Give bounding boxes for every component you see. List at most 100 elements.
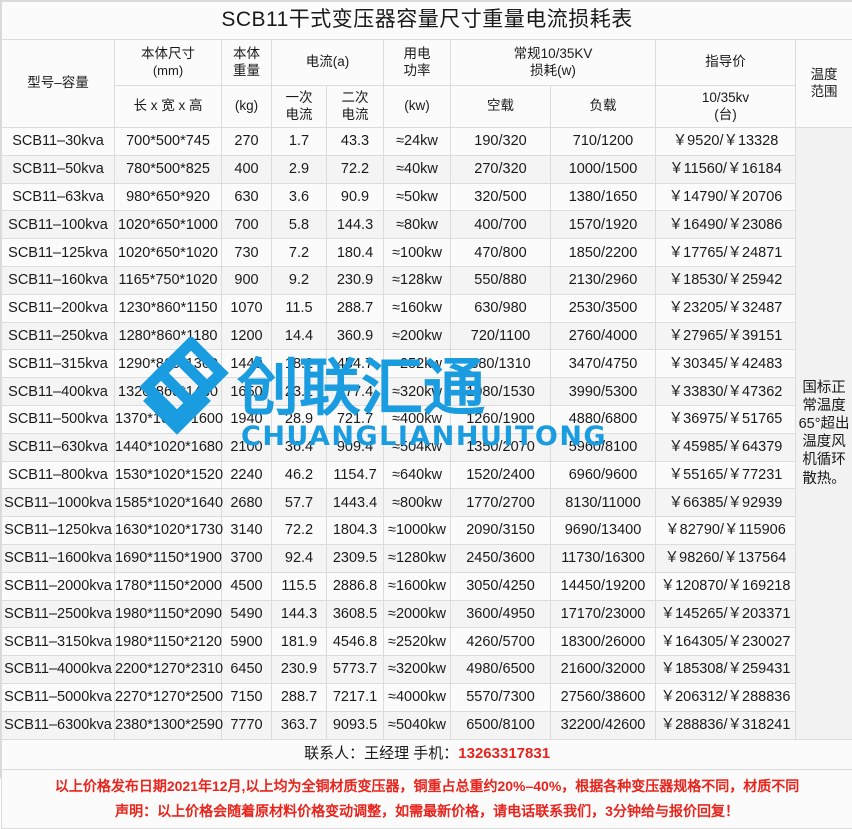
header-power-label1: 用电 xyxy=(384,46,450,63)
cell-size: 980*650*920 xyxy=(115,183,222,211)
header-weight: 本体 重量 xyxy=(222,40,272,86)
cell-size: 1290*860*1360 xyxy=(115,350,222,378)
cell-model: SCB11–800kva xyxy=(2,461,115,489)
cell-power: ≈128kw xyxy=(384,266,451,294)
header-current-secondary: 二次 电流 xyxy=(327,86,384,128)
cell-temperature-range: 国标正常温度65°超出温度风机循环散热。 xyxy=(796,128,852,740)
cell-primary-current: 3.6 xyxy=(272,183,327,211)
cell-noload-loss: 3600/4950 xyxy=(451,600,551,628)
cell-primary-current: 2.9 xyxy=(272,155,327,183)
header-current-secondary-l1: 二次 xyxy=(327,90,383,107)
cell-model: SCB11–500kva xyxy=(2,405,115,433)
cell-weight: 730 xyxy=(222,239,272,267)
cell-secondary-current: 7217.1 xyxy=(327,683,384,711)
cell-primary-current: 23.1 xyxy=(272,378,327,406)
cell-size: 1980*1150*2090 xyxy=(115,600,222,628)
cell-weight: 3700 xyxy=(222,544,272,572)
cell-primary-current: 288.7 xyxy=(272,683,327,711)
cell-weight: 7150 xyxy=(222,683,272,711)
cell-primary-current: 115.5 xyxy=(272,572,327,600)
header-model: 型号–容量 xyxy=(2,40,115,128)
header-size-sub: 长 x 宽 x 高 xyxy=(115,86,222,128)
cell-weight: 1650 xyxy=(222,378,272,406)
cell-size: 1440*1020*1680 xyxy=(115,433,222,461)
cell-power: ≈2000kw xyxy=(384,600,451,628)
cell-model: SCB11–5000kva xyxy=(2,683,115,711)
header-loss: 常规10/35KV 损耗(w) xyxy=(451,40,656,86)
cell-power: ≈80kw xyxy=(384,211,451,239)
cell-weight: 3140 xyxy=(222,517,272,545)
contact-label: 联系人：王经理 手机： xyxy=(304,745,458,762)
cell-size: 2200*1270*2310 xyxy=(115,656,222,684)
cell-size: 1980*1150*2120 xyxy=(115,628,222,656)
cell-load-loss: 2530/3500 xyxy=(551,294,656,322)
cell-model: SCB11–400kva xyxy=(2,378,115,406)
title-row: SCB11干式变压器容量尺寸重量电流损耗表 xyxy=(2,2,852,40)
cell-weight: 270 xyxy=(222,128,272,156)
note-cell: 以上价格发布日期2021年12月,以上均为全铜材质变压器，铜重占总重约20%–4… xyxy=(2,769,852,828)
header-power-sub: (kw) xyxy=(384,86,451,128)
cell-price: ￥206312/￥288836 xyxy=(656,683,796,711)
cell-price: ￥9520/￥13328 xyxy=(656,128,796,156)
header-row-top: 型号–容量 本体尺寸 (mm) 本体 重量 电流(a) 用电 功率 xyxy=(2,40,852,86)
cell-weight: 400 xyxy=(222,155,272,183)
page-title: SCB11干式变压器容量尺寸重量电流损耗表 xyxy=(2,2,852,40)
cell-noload-loss: 470/800 xyxy=(451,239,551,267)
cell-load-loss: 32200/42600 xyxy=(551,711,656,739)
header-temp-label1: 温度 xyxy=(796,67,852,84)
cell-primary-current: 72.2 xyxy=(272,517,327,545)
cell-primary-current: 36.4 xyxy=(272,433,327,461)
cell-secondary-current: 4546.8 xyxy=(327,628,384,656)
cell-model: SCB11–250kva xyxy=(2,322,115,350)
cell-load-loss: 17170/23000 xyxy=(551,600,656,628)
cell-size: 1690*1150*1900 xyxy=(115,544,222,572)
cell-load-loss: 2760/4000 xyxy=(551,322,656,350)
cell-secondary-current: 5773.7 xyxy=(327,656,384,684)
cell-weight: 2240 xyxy=(222,461,272,489)
cell-load-loss: 6960/9600 xyxy=(551,461,656,489)
cell-weight: 6450 xyxy=(222,656,272,684)
cell-weight: 700 xyxy=(222,211,272,239)
cell-price: ￥288836/￥318241 xyxy=(656,711,796,739)
cell-model: SCB11–30kva xyxy=(2,128,115,156)
cell-model: SCB11–1250kva xyxy=(2,517,115,545)
cell-load-loss: 2130/2960 xyxy=(551,266,656,294)
cell-size: 2270*1270*2500 xyxy=(115,683,222,711)
header-power: 用电 功率 xyxy=(384,40,451,86)
cell-primary-current: 230.9 xyxy=(272,656,327,684)
cell-load-loss: 3470/4750 xyxy=(551,350,656,378)
cell-price: ￥66385/￥92939 xyxy=(656,489,796,517)
note-row: 以上价格发布日期2021年12月,以上均为全铜材质变压器，铜重占总重约20%–4… xyxy=(2,769,852,828)
cell-noload-loss: 720/1100 xyxy=(451,322,551,350)
cell-primary-current: 18.2 xyxy=(272,350,327,378)
price-table-page: SCB11干式变压器容量尺寸重量电流损耗表 型号–容量 本体尺寸 (mm) 本体… xyxy=(0,0,852,779)
cell-secondary-current: 43.3 xyxy=(327,128,384,156)
contact-row: 联系人：王经理 手机：13263317831 xyxy=(2,739,852,769)
contact-phone[interactable]: 13263317831 xyxy=(458,745,550,762)
cell-secondary-current: 360.9 xyxy=(327,322,384,350)
cell-size: 1230*860*1150 xyxy=(115,294,222,322)
cell-power: ≈1600kw xyxy=(384,572,451,600)
header-loss-load: 负载 xyxy=(551,86,656,128)
cell-price: ￥30345/￥42483 xyxy=(656,350,796,378)
cell-secondary-current: 180.4 xyxy=(327,239,384,267)
cell-secondary-current: 2886.8 xyxy=(327,572,384,600)
cell-size: 1530*1020*1520 xyxy=(115,461,222,489)
cell-weight: 1200 xyxy=(222,322,272,350)
header-current-primary-l2: 电流 xyxy=(272,107,326,124)
cell-price: ￥27965/￥39151 xyxy=(656,322,796,350)
cell-power: ≈400kw xyxy=(384,405,451,433)
cell-price: ￥82790/￥115906 xyxy=(656,517,796,545)
cell-load-loss: 18300/26000 xyxy=(551,628,656,656)
cell-power: ≈800kw xyxy=(384,489,451,517)
cell-primary-current: 1.7 xyxy=(272,128,327,156)
cell-load-loss: 27560/38600 xyxy=(551,683,656,711)
cell-price: ￥18530/￥25942 xyxy=(656,266,796,294)
cell-secondary-current: 454.7 xyxy=(327,350,384,378)
cell-weight: 5490 xyxy=(222,600,272,628)
cell-noload-loss: 1770/2700 xyxy=(451,489,551,517)
